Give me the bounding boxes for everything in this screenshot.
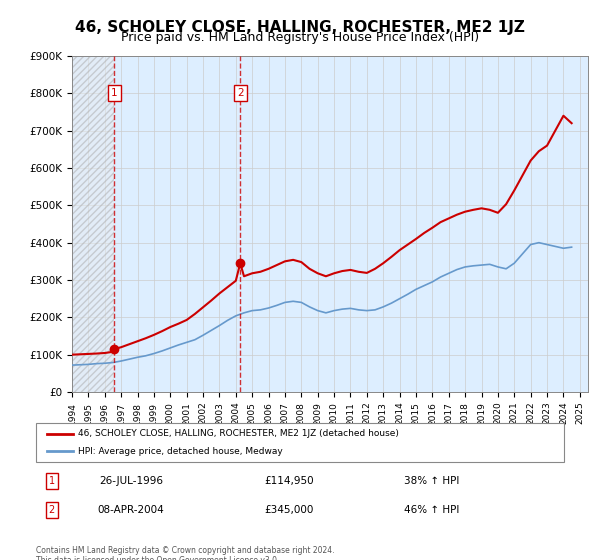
Text: 1: 1 [111,88,118,99]
Text: Price paid vs. HM Land Registry's House Price Index (HPI): Price paid vs. HM Land Registry's House … [121,31,479,44]
Text: 46% ↑ HPI: 46% ↑ HPI [404,505,460,515]
Text: £114,950: £114,950 [265,476,314,486]
Text: 38% ↑ HPI: 38% ↑ HPI [404,476,460,486]
Text: 46, SCHOLEY CLOSE, HALLING, ROCHESTER, ME2 1JZ (detached house): 46, SCHOLEY CLOSE, HALLING, ROCHESTER, M… [78,430,399,438]
Text: 08-APR-2004: 08-APR-2004 [98,505,164,515]
Text: 1: 1 [49,476,55,486]
Text: HPI: Average price, detached house, Medway: HPI: Average price, detached house, Medw… [78,446,283,455]
FancyBboxPatch shape [36,423,564,462]
Text: 26-JUL-1996: 26-JUL-1996 [99,476,163,486]
Text: 2: 2 [237,88,244,99]
Text: Contains HM Land Registry data © Crown copyright and database right 2024.
This d: Contains HM Land Registry data © Crown c… [36,546,335,560]
Text: £345,000: £345,000 [265,505,314,515]
Text: 46, SCHOLEY CLOSE, HALLING, ROCHESTER, ME2 1JZ: 46, SCHOLEY CLOSE, HALLING, ROCHESTER, M… [75,20,525,35]
Text: 2: 2 [49,505,55,515]
Bar [72,56,114,392]
Bar [72,56,114,392]
